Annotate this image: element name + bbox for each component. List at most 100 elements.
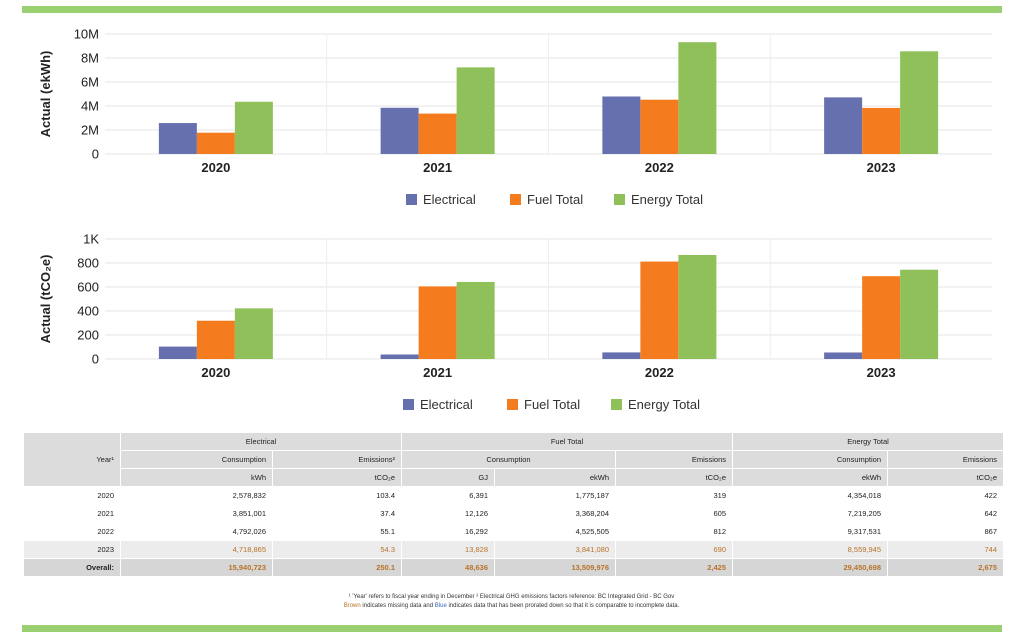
y-tick-label: 800	[77, 256, 99, 271]
cell: 55.1	[272, 522, 402, 541]
x-tick-label: 2020	[201, 365, 230, 380]
subheader: Emissions	[614, 450, 734, 469]
footnote-mid: indicates missing data and	[360, 603, 435, 609]
group-header-energy: Energy Total	[732, 432, 1005, 451]
y-tick-label: 0	[92, 352, 99, 367]
cell: 4,792,026	[120, 522, 273, 541]
y-tick-label: 400	[77, 304, 99, 319]
footnote-line-1: ¹ 'Year' refers to fiscal year ending in…	[348, 594, 675, 600]
emissions-chart: 0 200 400 600 800 1K 2020 2021 2022 2023 Actual (t…	[38, 232, 992, 412]
cell: 29,450,698	[732, 558, 889, 577]
x-tick-label: 2021	[423, 160, 452, 175]
overall-label: Overall:	[23, 558, 121, 577]
bar-energy-total-2023	[900, 51, 939, 154]
y-tick-label: 6M	[81, 75, 99, 90]
row-year: 2021	[23, 504, 121, 523]
legend-label-energy-total: Energy Total	[628, 397, 700, 412]
y-tick-label: 1K	[83, 232, 99, 247]
cell: 422	[887, 486, 1005, 505]
unit-header: GJ	[401, 468, 495, 487]
cell: 2,578,832	[120, 486, 273, 505]
bar-fuel-total-2020	[196, 320, 235, 359]
unit-header: ekWh	[732, 468, 889, 487]
cell: 37.4	[272, 504, 402, 523]
year-header: Year¹	[23, 432, 121, 487]
unit-header: tCO₂e	[614, 468, 734, 487]
y-axis-label: Actual (ekWh)	[38, 51, 53, 138]
row-year: 2022	[23, 522, 121, 541]
bar-fuel-total-2023	[862, 276, 901, 359]
summary-table: Year¹ Electrical Fuel Total Energy Total…	[23, 432, 1005, 577]
cell: 867	[887, 522, 1005, 541]
x-tick-label: 2023	[867, 160, 896, 175]
subheader: Emissions	[887, 450, 1005, 469]
table-row: 2021 3,851,001 37.4 12,126 3,368,204 605…	[23, 504, 1005, 523]
y-tick-label: 200	[77, 328, 99, 343]
legend-label-energy-total: Energy Total	[631, 192, 703, 207]
x-tick-label: 2023	[867, 365, 896, 380]
footnote-end: indicates data that has been prorated do…	[446, 603, 680, 609]
cell: 4,525,505	[494, 522, 616, 541]
cell: 48,636	[401, 558, 495, 577]
cell: 13,828	[401, 540, 495, 559]
unit-header: kWh	[120, 468, 273, 487]
subheader: Consumption	[732, 450, 889, 469]
bar-electrical-2022	[602, 352, 641, 359]
cell: 319	[614, 486, 734, 505]
energy-consumption-chart: 0 2M 4M 6M 8M 10M 2020 2021 2022 2023 Actual (ekWh…	[38, 27, 992, 207]
top-accent-bar	[22, 6, 1002, 13]
bar-energy-total-2021	[456, 67, 495, 154]
y-tick-label: 0	[92, 147, 99, 162]
bar-energy-total-2022	[678, 254, 717, 359]
legend-swatch-energy-total	[611, 399, 622, 410]
bar-electrical-2023	[824, 97, 863, 154]
bar-fuel-total-2023	[862, 107, 901, 154]
table-row: 2022 4,792,026 55.1 16,292 4,525,505 812…	[23, 522, 1005, 541]
x-tick-label: 2022	[645, 160, 674, 175]
bar-electrical-2021	[380, 107, 419, 154]
bar-fuel-total-2022	[640, 261, 679, 359]
y-tick-label: 2M	[81, 123, 99, 138]
cell: 8,559,945	[732, 540, 889, 559]
cell: 103.4	[272, 486, 402, 505]
cell: 642	[887, 504, 1005, 523]
footnote-blue: Blue	[434, 603, 447, 609]
subheader: Consumption	[401, 450, 616, 469]
cell: 250.1	[272, 558, 402, 577]
bar-energy-total-2022	[678, 42, 717, 154]
bar-electrical-2021	[380, 354, 419, 359]
cell: 605	[614, 504, 734, 523]
subheader: Consumption	[120, 450, 273, 469]
legend-label-fuel-total: Fuel Total	[524, 397, 580, 412]
y-tick-label: 8M	[81, 51, 99, 66]
group-header-electrical: Electrical	[120, 432, 402, 451]
legend-swatch-electrical	[403, 399, 414, 410]
cell: 744	[887, 540, 1005, 559]
bar-energy-total-2021	[456, 281, 495, 359]
legend-swatch-electrical	[406, 194, 417, 205]
bar-fuel-total-2022	[640, 99, 679, 154]
bar-fuel-total-2020	[196, 132, 235, 154]
cell: 2,425	[614, 558, 734, 577]
bar-energy-total-2020	[234, 308, 273, 359]
bar-electrical-2020	[158, 346, 197, 359]
bar-electrical-2020	[158, 123, 197, 154]
row-year: 2023	[23, 540, 121, 559]
x-tick-label: 2020	[201, 160, 230, 175]
bar-fuel-total-2021	[418, 113, 457, 154]
cell: 812	[614, 522, 734, 541]
cell: 690	[614, 540, 734, 559]
cell: 3,851,001	[120, 504, 273, 523]
bar-fuel-total-2021	[418, 286, 457, 359]
cell: 1,775,187	[494, 486, 616, 505]
cell: 4,354,018	[732, 486, 889, 505]
footnote-brown: Brown	[343, 603, 361, 609]
row-year: 2020	[23, 486, 121, 505]
cell: 16,292	[401, 522, 495, 541]
bar-electrical-2023	[824, 352, 863, 359]
cell: 54.3	[272, 540, 402, 559]
bottom-accent-bar	[22, 625, 1002, 632]
footnote-line-2: Brown indicates missing data and Blue in…	[0, 603, 1023, 609]
bar-energy-total-2023	[900, 269, 939, 359]
legend-label-electrical: Electrical	[423, 192, 476, 207]
